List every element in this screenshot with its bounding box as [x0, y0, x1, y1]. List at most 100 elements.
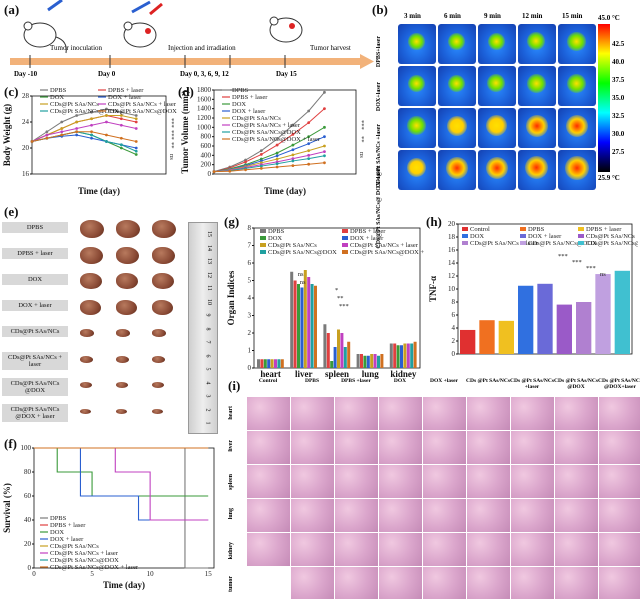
data-point: [323, 150, 326, 153]
legend-swatch: [260, 236, 266, 240]
data-point: [259, 153, 263, 156]
histology-image: [598, 396, 640, 431]
series-line: [213, 162, 325, 173]
data-point: [244, 160, 247, 164]
timeline-day-minus10: Day -10: [14, 70, 38, 78]
thermal-image: [478, 150, 516, 190]
y-tick-label: 8: [452, 298, 456, 306]
legend-label: DPBS + laser: [108, 87, 144, 94]
histology-row-label: liver: [228, 440, 234, 452]
data-point: [134, 120, 138, 124]
tumor-row-label: DOX: [2, 274, 68, 285]
y-axis-label: Survival (%): [2, 483, 12, 533]
y-tick-label: 0: [452, 350, 456, 358]
data-point: [291, 159, 295, 163]
bar: [307, 277, 311, 368]
y-tick-label: 12: [448, 272, 456, 280]
bar: [280, 359, 284, 368]
data-point: [323, 135, 326, 139]
histology-image: [378, 566, 423, 599]
data-point: [105, 133, 108, 137]
bar: [400, 345, 403, 368]
histology-image: [290, 498, 335, 533]
y-tick-label: 16: [22, 170, 30, 178]
ruler: [188, 222, 218, 434]
data-point: [119, 136, 123, 140]
histology-image: [422, 430, 467, 465]
y-tick-label: 10: [448, 285, 456, 293]
data-point: [307, 149, 311, 153]
histology-image: [290, 430, 335, 465]
y-axis-label: TNF-α: [428, 276, 438, 302]
legend-label: CDs@Pt SAs/NCs: [268, 242, 317, 249]
histology-image: [246, 532, 291, 567]
heat-spot: [567, 74, 586, 93]
histology-image: [510, 566, 555, 599]
legend-label: CDs@Pt SAs/NCs@DOX: [268, 249, 337, 256]
tumor-specimen: [152, 408, 163, 414]
thermal-image: [398, 24, 436, 64]
tumor-specimen: [116, 355, 129, 363]
significance-marker: ***: [558, 253, 568, 260]
bar: [498, 320, 514, 354]
bar: [389, 343, 393, 368]
data-point: [134, 146, 138, 150]
histology-image: [334, 464, 379, 499]
histology-image: [554, 498, 599, 533]
thermal-image: [438, 108, 476, 148]
bar: [326, 333, 330, 368]
legend-label: DOX: [232, 101, 246, 108]
bar: [277, 359, 281, 368]
y-tick-label: 1600: [197, 95, 212, 103]
heat-spot: [565, 156, 589, 180]
data-point: [323, 161, 326, 165]
legend-label: DOX + laser: [232, 108, 266, 115]
series-line: [213, 126, 325, 173]
panel-label-b: (b): [372, 2, 388, 17]
heat-spot: [447, 32, 465, 50]
legend-swatch: [578, 241, 584, 245]
data-point: [119, 117, 123, 121]
data-point: [105, 107, 108, 111]
bar: [377, 355, 380, 368]
heat-spot: [487, 74, 506, 93]
y-tick-label: 1200: [197, 114, 212, 122]
category-label: kidney: [390, 369, 417, 379]
bar: [380, 354, 384, 368]
bar: [323, 324, 327, 368]
data-point: [134, 149, 138, 153]
significance-marker: **: [358, 136, 365, 143]
x-tick-label: 5: [90, 570, 94, 578]
category-label: liver: [295, 369, 313, 379]
series-line: [213, 92, 325, 173]
timeline-day-0: Day 0: [98, 70, 116, 78]
legend-label: DOX: [50, 529, 64, 536]
thermal-scale-max: 45.0 °C: [598, 14, 620, 22]
panel-label-h: (h): [426, 214, 442, 229]
bar: [396, 345, 400, 368]
series-line: [213, 151, 325, 173]
tumor-specimen: [80, 355, 93, 363]
histology-image: [466, 532, 511, 567]
heat-spot: [447, 74, 466, 93]
heat-spot: [446, 157, 468, 179]
tumor-row-label: CDs@Pt SAs/NCs + laser: [2, 352, 68, 370]
bar: [260, 359, 264, 368]
data-point: [275, 154, 279, 158]
legend-swatch: [260, 229, 266, 233]
legend-label: CDs@Pt SAs/NCs@DOX + laser: [350, 249, 424, 256]
ruler-tick-label: 7: [204, 340, 211, 344]
legend-label: DPBS + laser: [350, 228, 386, 235]
syringe-icon: [47, 0, 63, 12]
thermal-tick-label: 27.5: [612, 148, 625, 156]
series-line: [213, 145, 325, 173]
panel-label-e: (e): [4, 204, 19, 219]
legend-label: CDs@Pt SAs/NCs + laser: [108, 101, 177, 108]
plot-frame: [31, 95, 167, 175]
tumor-row-label: CDs@Pt SAs/NCs @DOX: [2, 378, 68, 396]
histology-image: [598, 430, 640, 465]
thermal-image: [398, 66, 436, 106]
y-tick-label: 6: [452, 311, 456, 319]
histology-image: [510, 396, 555, 431]
